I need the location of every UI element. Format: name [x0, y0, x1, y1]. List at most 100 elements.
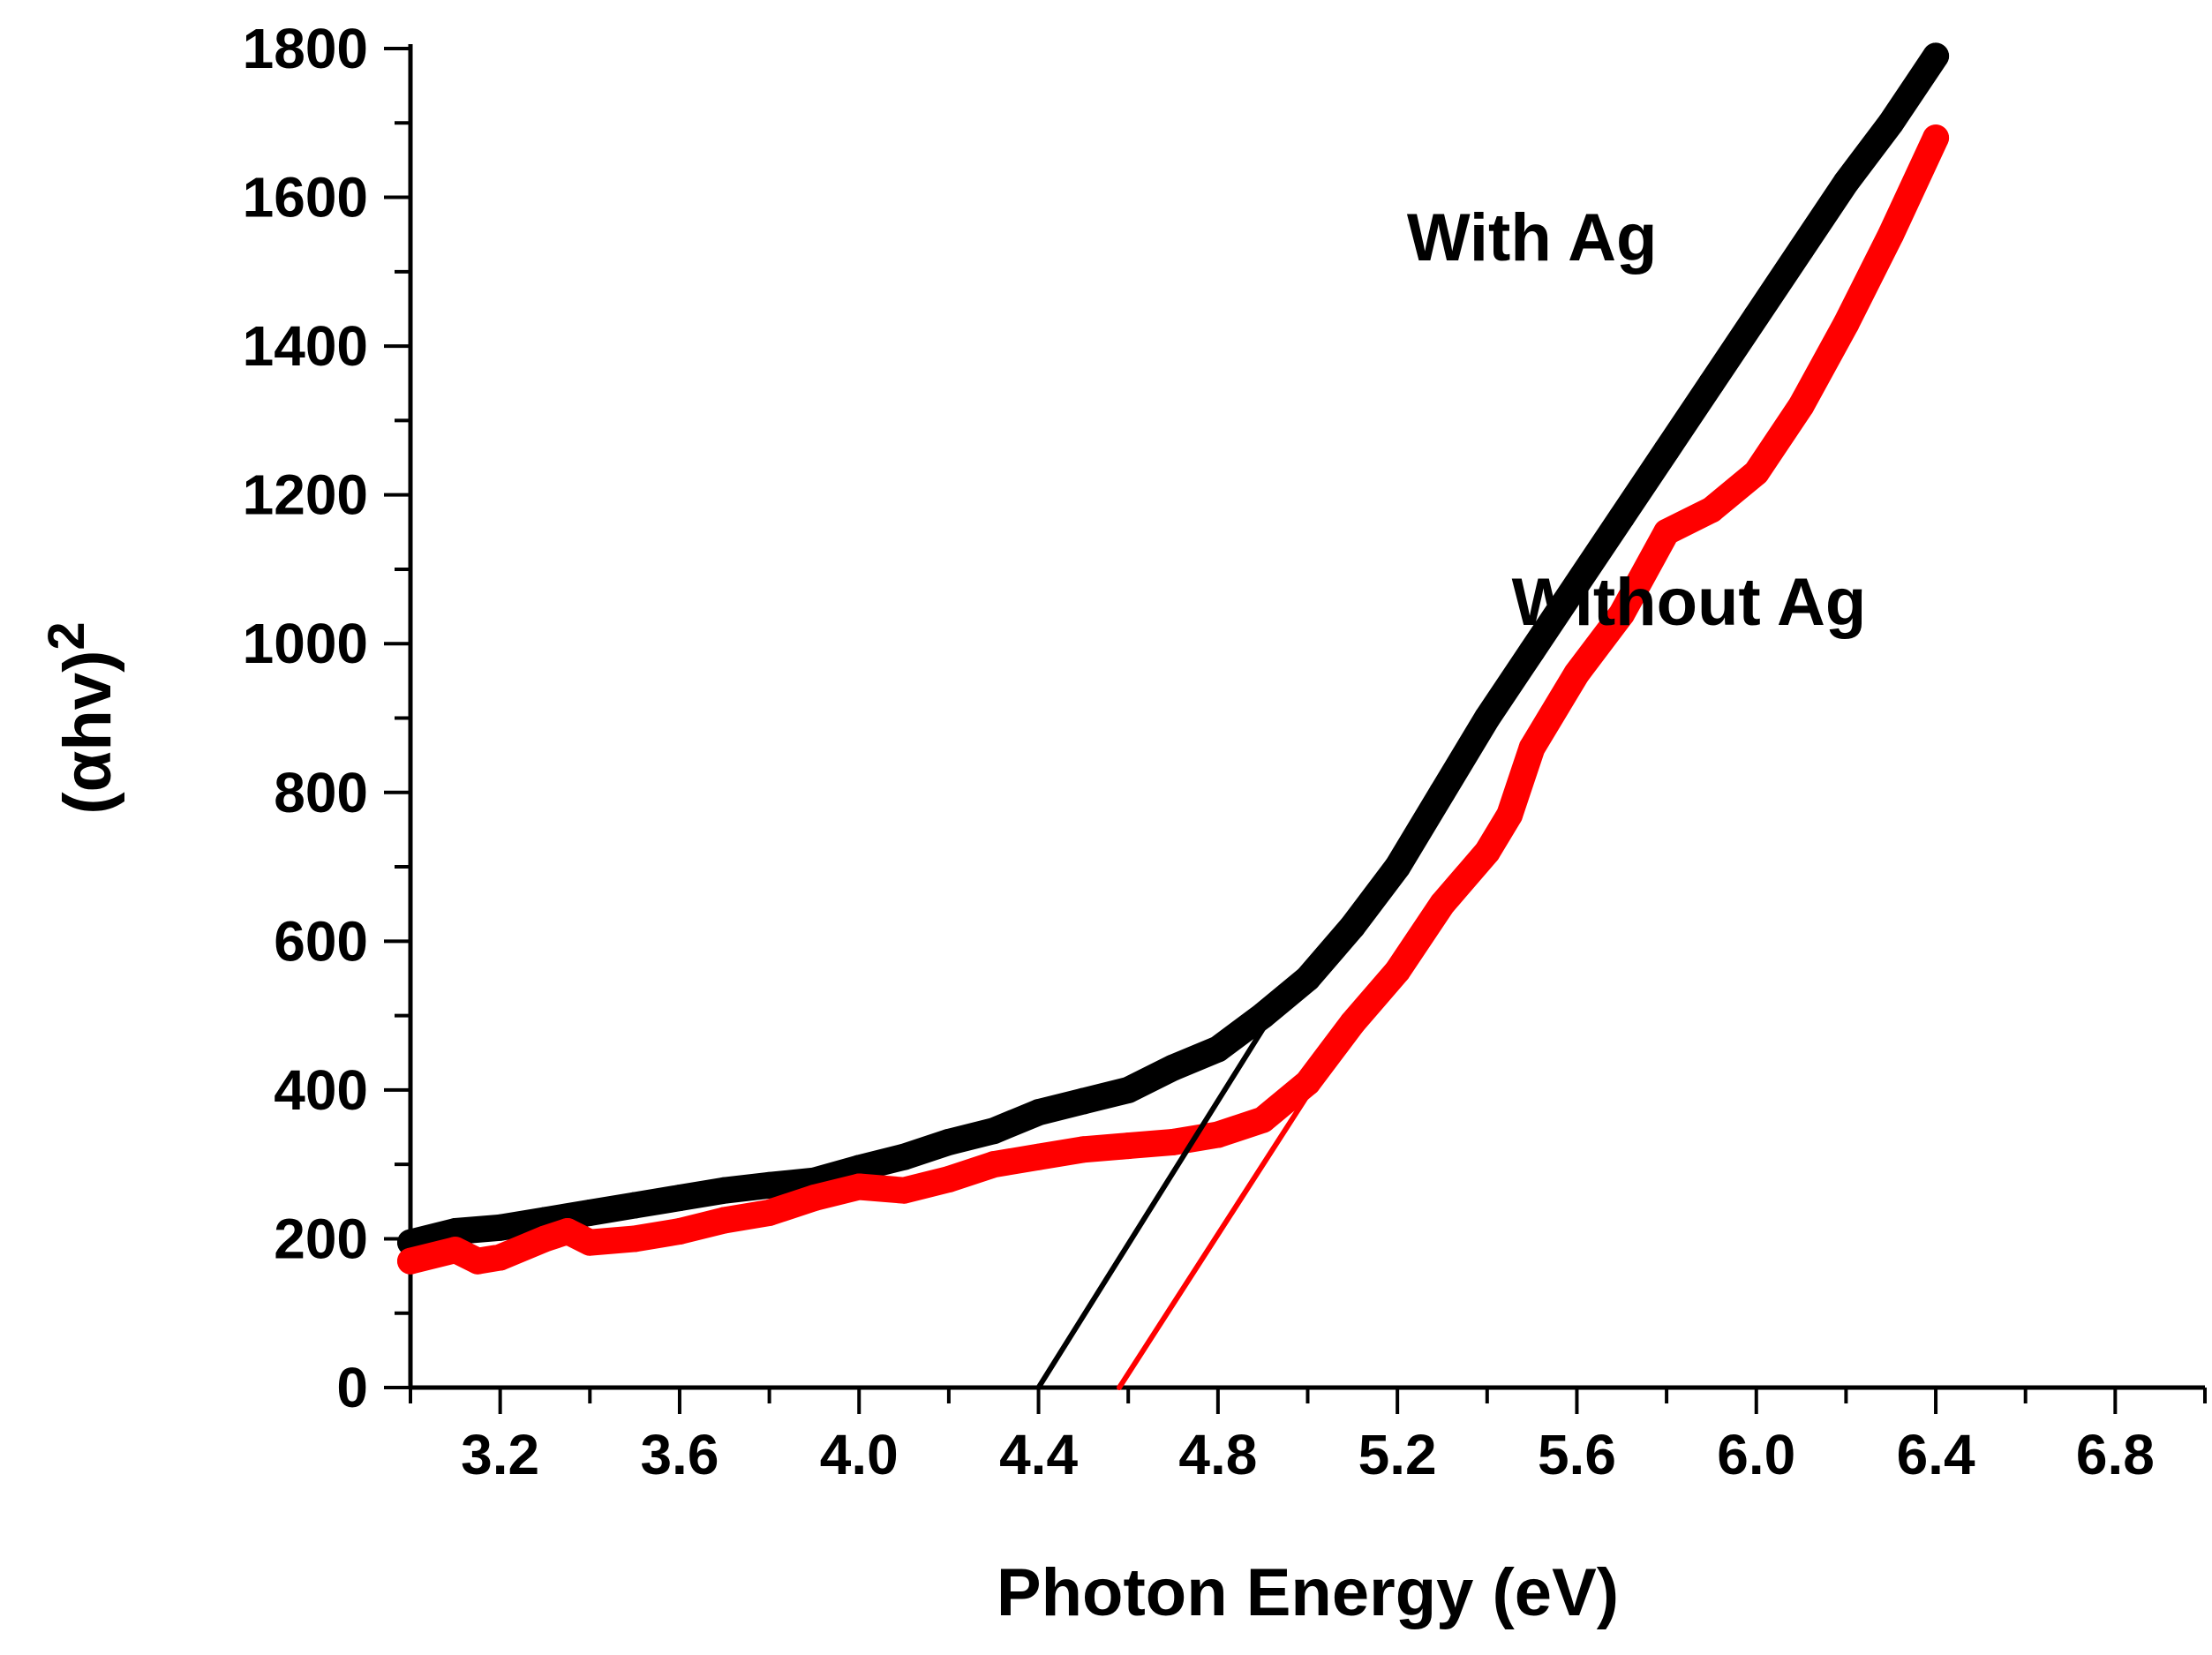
data-point-with-ag	[1025, 1099, 1052, 1126]
data-point-without-ag	[486, 1244, 514, 1271]
data-point-without-ag	[621, 1225, 649, 1253]
data-point-with-ag	[935, 1128, 962, 1155]
data-point-without-ag	[666, 1218, 693, 1245]
data-point-with-ag	[1922, 42, 1950, 70]
data-point-with-ag	[1384, 854, 1411, 881]
fit-line-without-ag-fit	[1117, 1057, 1333, 1390]
y-tick-label: 400	[274, 1058, 368, 1122]
annotation-with-ag: With Ag	[1407, 200, 1658, 275]
x-tick-label: 6.0	[1717, 1423, 1795, 1486]
y-tick-label: 600	[274, 909, 368, 973]
y-tick-label: 200	[274, 1207, 368, 1270]
data-point-without-ag	[1384, 958, 1411, 985]
x-tick-label: 5.2	[1358, 1423, 1437, 1486]
data-point-with-ag	[1653, 437, 1681, 464]
data-point-without-ag	[1787, 392, 1815, 419]
data-point-with-ag	[1160, 1054, 1187, 1081]
data-point-without-ag	[441, 1237, 469, 1264]
data-point-without-ag	[397, 1247, 424, 1275]
data-point-without-ag	[1160, 1128, 1187, 1155]
data-point-with-ag	[666, 1185, 693, 1212]
data-point-with-ag	[1787, 236, 1815, 263]
x-tick-label: 5.6	[1538, 1423, 1616, 1486]
y-tick-label: 1800	[243, 17, 368, 80]
data-point-without-ag	[1025, 1143, 1052, 1170]
data-point-with-ag	[980, 1117, 1007, 1145]
data-point-without-ag	[1473, 839, 1501, 866]
data-point-without-ag	[1563, 659, 1591, 687]
data-point-with-ag	[1294, 965, 1321, 992]
data-point-without-ag	[1518, 734, 1546, 762]
data-point-without-ag	[756, 1199, 783, 1226]
y-tick-label: 1000	[243, 612, 368, 675]
data-point-with-ag	[1070, 1087, 1097, 1115]
y-tick-label: 800	[274, 761, 368, 824]
data-point-without-ag	[1832, 310, 1860, 337]
y-tick-label: 1600	[243, 166, 368, 229]
data-point-without-ag	[576, 1229, 604, 1256]
data-point-with-ag	[1339, 913, 1366, 940]
data-point-without-ag	[1697, 496, 1725, 523]
data-point-with-ag	[1877, 109, 1905, 137]
data-point-without-ag	[846, 1173, 873, 1200]
data-point-with-ag	[1518, 637, 1546, 665]
x-tick-label: 3.6	[640, 1423, 719, 1486]
data-point-without-ag	[1070, 1136, 1097, 1163]
data-point-with-ag	[711, 1177, 738, 1204]
x-tick-label: 4.8	[1178, 1423, 1257, 1486]
data-point-without-ag	[1496, 801, 1524, 829]
data-point-without-ag	[1922, 124, 1950, 152]
series-layer	[397, 42, 1950, 1275]
data-point-with-ag	[756, 1171, 783, 1199]
label-layer: Photon Energy (eV) (αhv)2 With Ag Without…	[38, 200, 1866, 1630]
data-point-without-ag	[464, 1247, 492, 1275]
data-point-without-ag	[1608, 600, 1636, 628]
data-point-with-ag	[1563, 570, 1591, 598]
data-point-with-ag	[1742, 303, 1770, 330]
data-point-with-ag	[486, 1214, 514, 1241]
data-point-without-ag	[1249, 1106, 1276, 1133]
x-axis-title: Photon Energy (eV)	[997, 1555, 1619, 1630]
y-tick-label: 1400	[243, 314, 368, 378]
data-point-without-ag	[935, 1166, 962, 1193]
data-point-without-ag	[1204, 1121, 1231, 1148]
x-tick-label: 4.4	[999, 1423, 1078, 1486]
annotation-without-ag: Without Ag	[1512, 565, 1867, 640]
data-point-without-ag	[891, 1177, 918, 1204]
data-point-with-ag	[1428, 779, 1456, 806]
data-point-with-ag	[1697, 370, 1725, 397]
x-tick-label: 6.8	[2076, 1423, 2155, 1486]
y-axis-title-superscript: 2	[38, 621, 95, 650]
data-point-without-ag	[1653, 518, 1681, 545]
data-point-with-ag	[1832, 169, 1860, 196]
x-tick-label: 4.0	[820, 1423, 899, 1486]
y-tick-label: 0	[336, 1356, 368, 1419]
series-line-without-ag	[397, 124, 1950, 1275]
y-axis-title: (αhv)2	[38, 621, 125, 814]
data-point-with-ag	[576, 1199, 604, 1226]
data-point-without-ag	[1742, 459, 1770, 486]
data-point-with-ag	[1115, 1076, 1142, 1103]
x-tick-label: 6.4	[1897, 1423, 1975, 1486]
data-point-with-ag	[891, 1143, 918, 1170]
data-point-without-ag	[1115, 1132, 1142, 1160]
data-point-without-ag	[711, 1207, 738, 1234]
data-point-with-ag	[1608, 503, 1636, 530]
y-tick-label: 1200	[243, 463, 368, 527]
data-point-without-ag	[1339, 1010, 1366, 1037]
data-point-with-ag	[621, 1192, 649, 1219]
x-tick-label: 3.2	[461, 1423, 539, 1486]
data-point-with-ag	[1473, 704, 1501, 732]
data-point-without-ag	[801, 1185, 828, 1212]
data-point-without-ag	[1877, 221, 1905, 248]
data-point-without-ag	[980, 1151, 1007, 1178]
data-point-without-ag	[553, 1218, 581, 1245]
y-axis-title-main: (αhv)	[50, 651, 125, 815]
data-point-with-ag	[1204, 1035, 1231, 1063]
fit-layer	[1035, 990, 1333, 1390]
fit-line-with-ag-fit	[1035, 990, 1289, 1390]
data-point-without-ag	[531, 1225, 559, 1253]
data-point-without-ag	[1428, 891, 1456, 918]
